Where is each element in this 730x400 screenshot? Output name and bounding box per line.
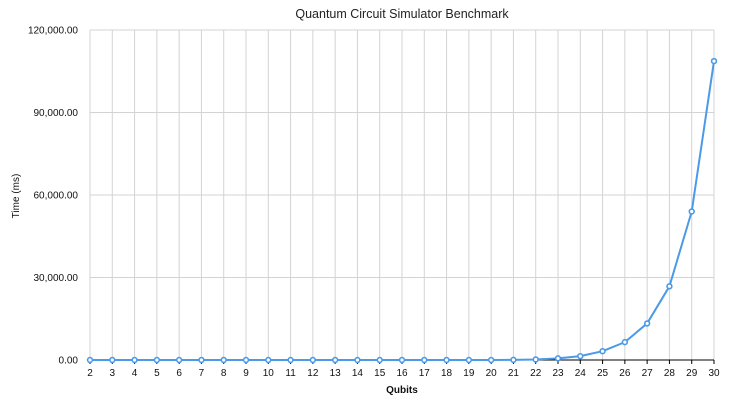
x-tick-label: 9 [243, 368, 249, 379]
x-axis-label: Qubits [386, 385, 418, 396]
x-tick-label: 5 [154, 368, 160, 379]
axis-layer: 0.00 30,000.00 60,000.00 90,000.00 120,000.0… [28, 26, 720, 380]
x-tick-label: 2 [87, 368, 93, 379]
x-tick-label: 6 [176, 368, 182, 379]
x-tick-label: 18 [441, 368, 453, 379]
data-point [421, 356, 428, 364]
data-point [198, 356, 205, 364]
x-tick-label: 10 [263, 368, 275, 379]
y-tick-label: 30,000.00 [34, 273, 79, 284]
data-point [532, 356, 539, 363]
x-tick-label: 8 [221, 368, 227, 379]
y-tick-label: 0.00 [59, 356, 79, 367]
x-tick-label: 14 [352, 368, 364, 379]
x-tick-label: 20 [486, 368, 498, 379]
data-point [398, 356, 406, 364]
data-point [465, 356, 473, 364]
data-point [621, 338, 629, 346]
x-tick-label: 3 [110, 368, 116, 379]
series-layer [86, 57, 718, 364]
data-point [487, 356, 495, 364]
data-point [643, 320, 651, 327]
x-tick-label: 25 [597, 368, 609, 379]
data-point [331, 356, 339, 364]
data-point [666, 283, 673, 290]
data-point [510, 356, 517, 364]
grid-layer [89, 29, 715, 360]
data-point [153, 356, 161, 364]
data-point [577, 352, 584, 360]
data-point [175, 356, 183, 364]
y-axis-label: Time (ms) [11, 174, 22, 219]
data-point [710, 57, 718, 65]
y-tick-label: 120,000.00 [28, 26, 78, 37]
x-tick-label: 29 [686, 368, 698, 379]
x-tick-label: 13 [330, 368, 342, 379]
data-point [309, 356, 317, 364]
chart-title: Quantum Circuit Simulator Benchmark [295, 7, 509, 21]
y-tick-label: 60,000.00 [34, 191, 79, 202]
x-tick-label: 27 [642, 368, 654, 379]
data-point [109, 356, 116, 364]
data-point [242, 356, 250, 364]
x-tick-label: 30 [708, 368, 720, 379]
data-point [220, 356, 227, 364]
y-tick-label: 90,000.00 [34, 108, 79, 119]
x-tick-label: 22 [530, 368, 542, 379]
x-tick-label: 26 [619, 368, 631, 379]
x-tick-label: 19 [463, 368, 475, 379]
x-tick-label: 21 [508, 368, 520, 379]
x-tick-label: 24 [575, 368, 587, 379]
x-tick-label: 15 [374, 368, 386, 379]
data-point [599, 348, 606, 355]
x-tick-label: 4 [132, 368, 138, 379]
data-point [86, 356, 94, 364]
x-tick-label: 16 [396, 368, 408, 379]
data-point [554, 355, 562, 362]
x-tick-label: 28 [664, 368, 676, 379]
x-tick-label: 11 [285, 368, 296, 379]
x-tick-label: 17 [419, 368, 431, 379]
data-point [688, 208, 695, 215]
data-point [354, 356, 361, 364]
data-point [265, 356, 272, 364]
data-point [443, 356, 450, 364]
x-tick-label: 7 [199, 368, 205, 379]
x-tick-label: 12 [307, 368, 319, 379]
data-point [131, 356, 138, 364]
data-point [287, 356, 294, 364]
data-point [376, 356, 383, 364]
x-tick-label: 23 [552, 368, 564, 379]
